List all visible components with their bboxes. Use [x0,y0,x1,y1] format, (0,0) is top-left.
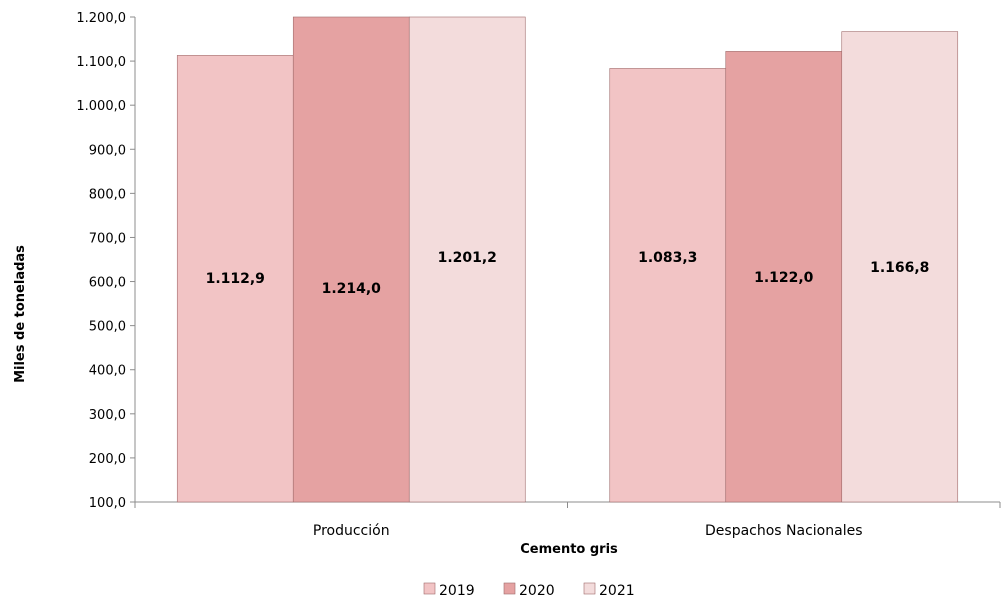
x-axis-title: Cemento gris [520,542,618,557]
bar-2020-0 [293,17,409,502]
legend-swatch-2020 [504,583,515,594]
y-tick-label: 1.000,0 [76,99,126,114]
data-label: 1.112,9 [206,271,265,287]
legend-label: 2021 [599,583,635,599]
y-tick-label: 600,0 [89,276,126,291]
data-label: 1.083,3 [638,250,697,266]
y-tick-label: 1.100,0 [76,55,126,70]
y-tick-label: 700,0 [89,231,126,246]
data-label: 1.201,2 [438,250,497,266]
legend-label: 2019 [439,583,475,599]
data-label: 1.166,8 [870,260,929,276]
legend-label: 2020 [519,583,555,599]
legend-swatch-2021 [584,583,595,594]
bar-2019-1 [610,68,726,502]
y-tick-label: 800,0 [89,187,126,202]
y-tick-label: 500,0 [89,320,126,335]
y-tick-label: 1.200,0 [76,11,126,26]
x-category-label: Despachos Nacionales [705,523,863,539]
y-axis-title: Miles de toneladas [13,245,28,383]
data-label: 1.214,0 [322,281,382,297]
legend-swatch-2019 [424,583,435,594]
y-tick-label: 200,0 [89,452,126,467]
y-tick-label: 400,0 [89,364,126,379]
y-tick-label: 900,0 [89,143,126,158]
y-tick-label: 100,0 [89,496,126,511]
x-category-label: Producción [313,523,390,539]
data-label: 1.122,0 [754,270,814,286]
y-tick-label: 300,0 [89,408,126,423]
